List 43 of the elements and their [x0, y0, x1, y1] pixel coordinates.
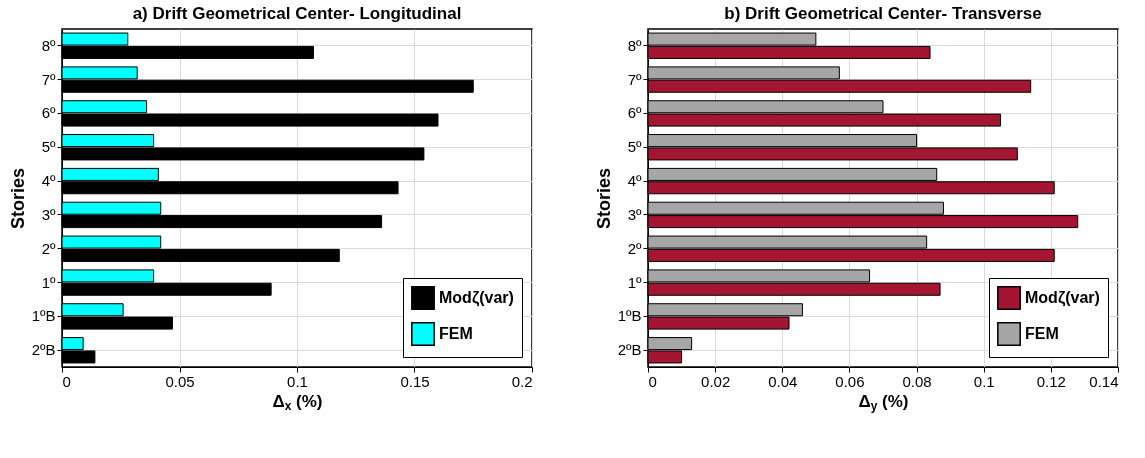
y-tick-label: 5º — [41, 138, 57, 156]
y-tick-label: 1ºB — [31, 307, 56, 325]
y-tick-label: 1º — [41, 273, 57, 291]
y-tick-label: 2º — [41, 239, 57, 257]
y-tick-label: 2ºB — [31, 341, 56, 359]
x-tick-label: 0.1 — [287, 372, 308, 390]
x-tick-label: 0.06 — [835, 372, 865, 390]
y-tick-label: 7º — [627, 70, 643, 88]
x-tick-label: 0.14 — [1089, 372, 1119, 390]
y-tick-label: 3º — [41, 205, 57, 223]
y-tick-label: 4º — [41, 172, 57, 190]
y-tick-label: 3º — [627, 205, 643, 223]
x-tick-label: 0.12 — [1036, 372, 1066, 390]
y-axis-title: Stories — [7, 167, 28, 230]
y-tick-label: 4º — [627, 172, 643, 190]
x-axis-title: Δ$_{y}$ (%) — [858, 391, 909, 413]
x-tick-label: 0.08 — [902, 372, 932, 390]
y-tick-label: 5º — [627, 138, 643, 156]
legend-label: FEM — [439, 325, 473, 342]
x-tick-label: 0.04 — [768, 372, 798, 390]
y-tick-label: 2ºB — [617, 341, 642, 359]
x-tick-label: 0.15 — [400, 372, 430, 390]
chart-title: b) Drift Geometrical Center- Transverse — [724, 4, 1042, 23]
x-tick-label: 0 — [648, 372, 657, 390]
y-axis-title: Stories — [593, 167, 614, 230]
legend-label: FEM — [1025, 325, 1059, 342]
x-tick-label: 0 — [62, 372, 71, 390]
y-tick-label: 1º — [627, 273, 643, 291]
x-axis-title: Δ$_{x}$ (%) — [272, 391, 323, 413]
x-tick-label: 0.1 — [973, 372, 995, 390]
legend-label: Modζ(var) — [1025, 289, 1100, 307]
x-tick-label: 0.05 — [165, 372, 195, 390]
y-tick-label: 8º — [41, 36, 57, 54]
y-tick-label: 8º — [627, 36, 643, 54]
y-tick-label: 7º — [41, 70, 57, 88]
chart-title: a) Drift Geometrical Center- Longitudinal — [132, 4, 462, 23]
y-tick-label: 6º — [41, 104, 57, 122]
legend-label: Modζ(var) — [439, 289, 514, 307]
y-tick-label: 2º — [627, 239, 643, 257]
y-tick-label: 1ºB — [617, 307, 642, 325]
y-tick-label: 6º — [627, 104, 643, 122]
x-tick-label: 0.02 — [701, 372, 731, 390]
x-tick-label: 0.2 — [511, 372, 533, 390]
